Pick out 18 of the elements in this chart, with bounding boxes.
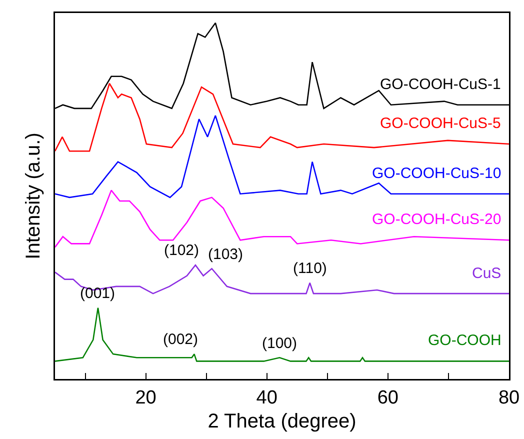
series-label: CuS: [472, 265, 502, 282]
annotation: (102): [164, 242, 200, 259]
series-label: GO-COOH-CuS-10: [372, 165, 502, 182]
annotation: (002): [163, 331, 198, 348]
annotation: (103): [208, 246, 244, 263]
annotation: (110): [293, 260, 327, 277]
annotation: (100): [262, 335, 298, 352]
x-tick-label: 40: [256, 387, 278, 408]
y-axis-title: Intensity (a.u.): [22, 132, 44, 260]
x-tick-label: 80: [498, 387, 520, 408]
series-label: GO-COOH-CuS-5: [380, 115, 501, 132]
series-label: GO-COOH-CuS-20: [372, 211, 502, 228]
x-tick-label: 60: [377, 387, 398, 408]
series-label: GO-COOH-CuS-1: [380, 76, 501, 93]
x-axis-title: 2 Theta (degree): [208, 410, 356, 433]
annotation: (001): [80, 285, 116, 302]
x-tick-label: 20: [135, 387, 156, 408]
series-label: GO-COOH: [428, 332, 502, 349]
